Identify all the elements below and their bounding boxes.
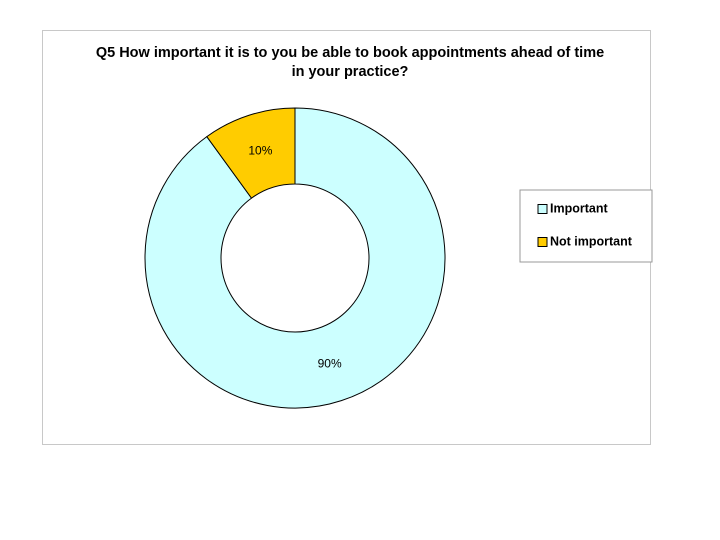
data-label: 90% [318,357,342,371]
legend-label: Important [550,201,608,215]
data-label: 10% [248,144,272,158]
legend-swatch [537,204,548,214]
donut-slice [144,107,446,409]
donut-slice [206,107,296,199]
legend-label: Not important [550,234,633,248]
legend-box [519,189,653,263]
chart-title: Q5 How important it is to you be able to… [95,45,605,80]
legend-swatch [537,237,548,247]
